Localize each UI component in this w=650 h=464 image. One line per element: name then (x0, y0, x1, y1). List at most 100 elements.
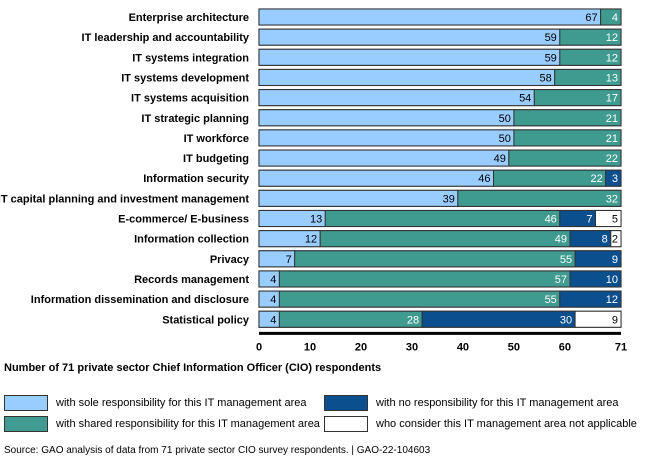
data-label: 3 (612, 173, 618, 185)
data-label: 49 (555, 234, 567, 246)
bar-segment (258, 8, 602, 26)
bar-segment (324, 210, 561, 227)
bar-segment (600, 8, 622, 26)
data-label: 50 (499, 113, 511, 125)
data-label: 12 (606, 294, 618, 306)
bar-segment (278, 310, 423, 328)
bar-segment (294, 250, 576, 268)
bar-segment (513, 129, 622, 147)
legend-item-none: with no responsibility for this IT manag… (324, 395, 619, 411)
legend-label: with shared responsibility for this IT m… (56, 418, 320, 430)
bar-segment (605, 169, 622, 187)
category-label: IT workforce (184, 133, 249, 145)
bar-segment (258, 68, 556, 86)
data-label: 7 (586, 214, 592, 226)
legend-item-na: who consider this IT management area not… (324, 416, 637, 432)
data-label: 22 (606, 153, 618, 165)
data-label: 21 (606, 133, 618, 145)
data-label: 12 (606, 32, 618, 44)
x-tick-label: 0 (256, 341, 262, 353)
data-label: 5 (612, 214, 618, 226)
data-label: 28 (407, 314, 419, 326)
legend-swatch (4, 416, 48, 432)
data-label: 46 (545, 214, 557, 226)
category-label: IT strategic planning (141, 113, 249, 125)
category-label: Privacy (210, 254, 250, 266)
data-label: 57 (555, 274, 567, 286)
data-label: 17 (606, 93, 618, 105)
x-tick-label: 40 (457, 341, 469, 353)
data-label: 30 (560, 314, 572, 326)
bar-segment (508, 149, 622, 167)
bar-segment (258, 28, 561, 46)
category-label: Statistical policy (162, 314, 250, 326)
legend-label: who consider this IT management area not… (376, 418, 637, 430)
bar-segment (595, 210, 622, 227)
bar-segment (533, 89, 622, 107)
data-label: 7 (286, 254, 292, 266)
data-label: 59 (545, 52, 557, 64)
bar-segment (559, 48, 622, 66)
data-label: 32 (606, 193, 618, 205)
data-label: 39 (443, 193, 455, 205)
bar-segment (457, 189, 622, 207)
category-label: IT budgeting (183, 153, 249, 165)
x-tick-label: 71 (615, 341, 627, 353)
legend-item-sole: with sole responsibility for this IT man… (4, 395, 306, 411)
data-label: 54 (519, 93, 531, 105)
legend-item-shared: with shared responsibility for this IT m… (4, 416, 320, 432)
bar-segment (258, 169, 495, 187)
category-label: IT systems integration (132, 52, 249, 64)
bar-segment (559, 290, 622, 308)
data-label: 22 (590, 173, 602, 185)
data-label: 12 (305, 234, 317, 246)
category-label: Records management (134, 274, 249, 286)
bar-segment (258, 89, 535, 107)
bar-segment (421, 310, 576, 328)
data-label: 8 (602, 234, 608, 246)
category-label: IT systems development (121, 72, 249, 84)
data-label: 9 (612, 314, 618, 326)
bar-segment (278, 290, 561, 308)
bar-segment (493, 169, 607, 187)
legend-swatch (324, 395, 368, 411)
bar-segment (569, 270, 622, 288)
legend-swatch (4, 395, 48, 411)
legend-label: with no responsibility for this IT manag… (376, 397, 619, 409)
data-label: 4 (270, 314, 276, 326)
data-label: 4 (612, 12, 618, 24)
bar-segment (319, 230, 571, 248)
bar-segment (258, 109, 515, 127)
bar-chart-plot: Enterprise architecture 67 4 IT leadership … (0, 8, 627, 353)
data-label: 13 (310, 214, 322, 226)
category-label: Information dissemination and disclosure (31, 294, 249, 306)
x-tick-label: 30 (406, 341, 418, 353)
data-label: 50 (499, 133, 511, 145)
category-label: Information collection (134, 234, 249, 246)
data-label: 55 (560, 254, 572, 266)
bar-segment (258, 129, 515, 147)
bar-segment (258, 189, 459, 207)
data-label: 59 (545, 32, 557, 44)
source-note: Source: GAO analysis of data from 71 pri… (4, 445, 431, 456)
bar-segment (258, 48, 561, 66)
bar-segment (574, 310, 622, 328)
data-label: 21 (606, 113, 618, 125)
bar-segment (513, 109, 622, 127)
data-label: 9 (612, 254, 618, 266)
bar-segment (610, 230, 622, 248)
bar-segment (574, 250, 622, 268)
data-label: 10 (606, 274, 618, 286)
x-tick-label: 60 (559, 341, 571, 353)
data-label: 4 (270, 294, 276, 306)
x-tick-label: 20 (355, 341, 367, 353)
category-label: E-commerce/ E-business (118, 214, 249, 226)
x-tick-label: 50 (508, 341, 520, 353)
category-label: Enterprise architecture (129, 12, 249, 24)
bar-segment (559, 28, 622, 46)
category-label: IT leadership and accountability (82, 32, 250, 44)
category-label: IT systems acquisition (131, 93, 249, 105)
data-label: 4 (270, 274, 276, 286)
data-label: 55 (545, 294, 557, 306)
